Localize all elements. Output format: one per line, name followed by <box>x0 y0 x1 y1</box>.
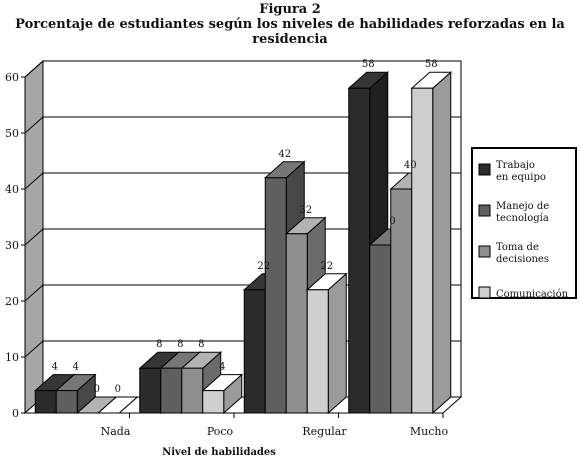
x-axis-label: Nivel de habilidades <box>162 447 276 458</box>
legend-item: Comunicación <box>478 286 569 300</box>
bar-front <box>285 233 308 414</box>
gridline-side <box>24 60 44 78</box>
category-label: Nada <box>101 425 131 438</box>
y-tick-label: 50 <box>5 127 19 140</box>
legend-label: Trabajo en equipo <box>496 160 546 183</box>
data-label: 4 <box>73 362 79 373</box>
data-label: 42 <box>278 149 291 160</box>
legend-label-line: Trabajo <box>496 160 535 171</box>
bar <box>305 272 348 415</box>
legend-label: Manejo de tecnología <box>496 201 549 224</box>
category-label: Regular <box>302 425 347 438</box>
data-label: 40 <box>404 160 417 171</box>
legend-label-line: decisiones <box>496 254 549 265</box>
y-tick-label: 60 <box>5 71 19 84</box>
y-tick-label: 10 <box>5 351 19 364</box>
legend-swatch <box>478 163 491 176</box>
legend-swatch <box>478 204 491 217</box>
bar-front <box>202 390 225 414</box>
data-label: 8 <box>156 339 162 350</box>
bar-front <box>369 244 392 414</box>
data-label: 4 <box>219 362 225 373</box>
bar <box>54 373 97 415</box>
gridline-side <box>24 284 44 302</box>
legend-item: Trabajo en equipo <box>478 160 546 183</box>
bar-top <box>96 396 139 414</box>
legend-label: Toma de decisiones <box>496 242 549 265</box>
legend: Trabajo en equipo Manejo de tecnología Toma … <box>471 147 577 300</box>
figure-label: Figura 2 <box>259 2 321 17</box>
bar-front <box>34 390 57 414</box>
data-label: 0 <box>115 384 121 395</box>
bar <box>96 396 139 414</box>
gridline-side <box>24 340 44 358</box>
legend-label: Comunicación <box>496 289 569 300</box>
bar-front <box>160 367 183 414</box>
bar <box>410 71 453 415</box>
bar-front <box>348 87 371 414</box>
legend-swatch <box>478 245 491 258</box>
bar-front <box>139 367 162 414</box>
data-label: 30 <box>383 216 396 227</box>
y-tick-label: 40 <box>5 183 19 196</box>
y-tick-label: 20 <box>5 295 19 308</box>
bar-side <box>432 71 452 415</box>
bar-front <box>411 87 434 414</box>
gridline-side <box>24 116 44 134</box>
legend-label-line: Manejo de <box>496 201 549 212</box>
data-label: 32 <box>299 205 312 216</box>
legend-swatch <box>478 286 491 299</box>
legend-label-line: Toma de <box>496 242 539 253</box>
data-label: 58 <box>425 59 438 70</box>
gridline-side <box>24 172 44 190</box>
bars <box>33 71 453 415</box>
category-label: Mucho <box>410 425 449 438</box>
y-tick-label: 30 <box>5 239 19 252</box>
data-label: 22 <box>320 261 333 272</box>
bar-front <box>55 390 78 414</box>
category-label: Poco <box>207 425 234 438</box>
data-label: 8 <box>177 339 183 350</box>
data-label: 0 <box>94 384 100 395</box>
y-tick-label: 0 <box>12 407 19 420</box>
gridline-side <box>24 228 44 246</box>
legend-item: Manejo de tecnología <box>478 201 549 224</box>
chart-title: Porcentaje de estudiantes según los nive… <box>15 17 565 47</box>
data-label: 58 <box>362 59 375 70</box>
data-label: 4 <box>52 362 58 373</box>
bar <box>201 373 244 415</box>
legend-item: Toma de decisiones <box>478 242 549 265</box>
bar-front <box>243 289 266 414</box>
bar-side <box>327 272 347 415</box>
legend-label-line: Comunicación <box>496 289 569 300</box>
legend-label-line: en equipo <box>496 172 546 183</box>
legend-box <box>471 147 577 299</box>
data-label: 8 <box>198 339 204 350</box>
bar-front <box>264 177 287 414</box>
data-label: 22 <box>257 261 270 272</box>
legend-label-line: tecnología <box>496 213 549 224</box>
bar-front <box>306 289 329 414</box>
bar-front <box>181 367 204 414</box>
